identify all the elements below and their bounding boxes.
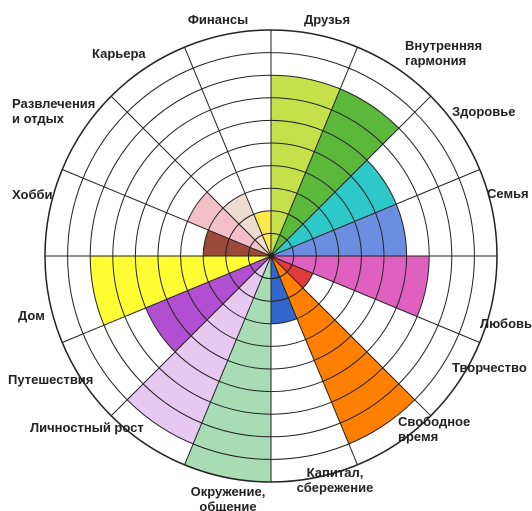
sector — [271, 75, 341, 256]
sector — [271, 256, 313, 288]
category-label: Свободное время — [398, 414, 471, 444]
category-label: Любовь — [480, 316, 532, 331]
sector — [187, 192, 271, 256]
sector — [271, 256, 430, 317]
spoke — [184, 47, 272, 257]
category-label: Творчество — [452, 360, 527, 375]
spoke — [270, 169, 480, 257]
sector — [184, 256, 271, 482]
spoke — [184, 255, 272, 465]
sector — [223, 193, 271, 256]
sector — [271, 204, 407, 256]
sector — [90, 256, 271, 326]
sector — [271, 256, 415, 444]
spoke — [62, 255, 272, 343]
sector — [271, 160, 397, 256]
category-label: Карьера — [92, 46, 146, 61]
category-label: Дом — [18, 308, 45, 323]
sector — [127, 256, 271, 444]
category-label: Семья — [487, 186, 529, 201]
category-label: Друзья — [304, 12, 351, 27]
spoke — [270, 255, 432, 417]
spoke — [110, 255, 272, 417]
category-label: Развлечения и отдых — [12, 96, 96, 126]
sector — [145, 256, 271, 352]
spoke — [270, 255, 358, 465]
category-label: Капитал, сбережение — [296, 465, 374, 495]
category-label: Здоровье — [452, 104, 516, 119]
category-label: Путешествия — [8, 372, 94, 387]
category-label: Окружение, общение — [190, 484, 266, 511]
category-label: Финансы — [187, 12, 249, 27]
category-label: Личностный рост — [30, 420, 144, 435]
spoke — [110, 95, 272, 257]
spoke — [270, 47, 358, 257]
category-label: Хобби — [12, 187, 53, 202]
spoke — [270, 255, 480, 343]
spoke — [62, 169, 272, 257]
spoke — [270, 95, 432, 257]
category-label: Внутренняя гармония — [405, 38, 483, 68]
